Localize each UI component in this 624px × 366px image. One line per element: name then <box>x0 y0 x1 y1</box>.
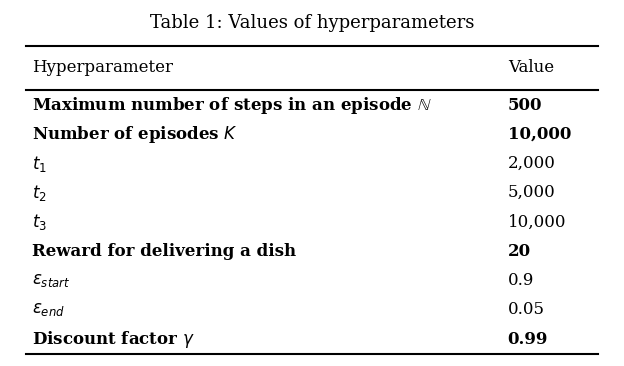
Text: Table 1: Values of hyperparameters: Table 1: Values of hyperparameters <box>150 14 474 32</box>
Text: Reward for delivering a dish: Reward for delivering a dish <box>32 243 296 260</box>
Text: Discount factor $\gamma$: Discount factor $\gamma$ <box>32 329 195 350</box>
Text: 0.05: 0.05 <box>508 301 545 318</box>
Text: Number of episodes $K$: Number of episodes $K$ <box>32 124 238 145</box>
Text: 10,000: 10,000 <box>508 213 566 231</box>
Text: $\epsilon_{start}$: $\epsilon_{start}$ <box>32 272 71 289</box>
Text: Value: Value <box>508 59 554 76</box>
Text: Maximum number of steps in an episode $\mathbb{N}$: Maximum number of steps in an episode $\… <box>32 94 432 116</box>
Text: 2,000: 2,000 <box>508 155 555 172</box>
Text: $\epsilon_{end}$: $\epsilon_{end}$ <box>32 301 66 318</box>
Text: 20: 20 <box>508 243 531 260</box>
Text: 0.9: 0.9 <box>508 272 534 289</box>
Text: 0.99: 0.99 <box>508 330 548 348</box>
Text: $t_3$: $t_3$ <box>32 212 47 232</box>
Text: Hyperparameter: Hyperparameter <box>32 59 173 76</box>
Text: $t_2$: $t_2$ <box>32 183 47 203</box>
Text: 10,000: 10,000 <box>508 126 571 143</box>
Text: $t_1$: $t_1$ <box>32 153 47 173</box>
Text: 500: 500 <box>508 97 542 113</box>
Text: 5,000: 5,000 <box>508 184 555 201</box>
